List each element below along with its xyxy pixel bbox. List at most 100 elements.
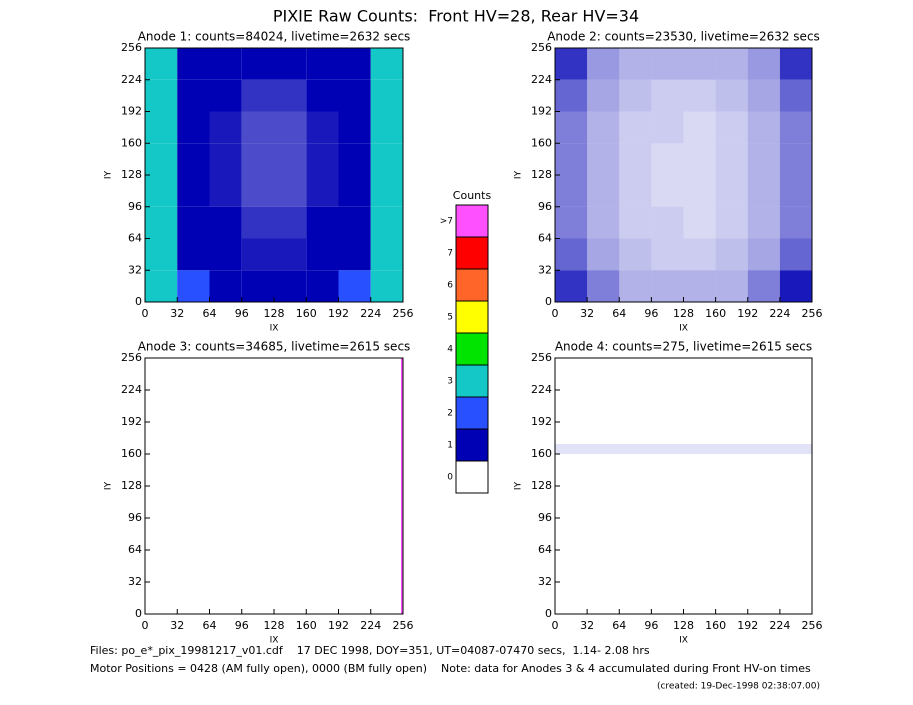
heatmap-cell [651, 79, 684, 112]
heatmap-cell [747, 206, 780, 239]
y-tick-label: 224 [121, 383, 142, 396]
heatmap-cell [555, 111, 588, 144]
x-tick-label: 160 [705, 619, 726, 632]
heatmap-cell [209, 175, 242, 207]
x-tick-label: 0 [552, 619, 559, 632]
panel-title: Anode 3: counts=34685, livetime=2615 sec… [138, 340, 411, 354]
y-tick-label: 32 [538, 575, 552, 588]
colorbar-label: 6 [447, 281, 453, 291]
heatmap-cell [779, 270, 812, 302]
heatmap-cell [683, 206, 716, 239]
heatmap-cell [241, 48, 274, 80]
heatmap-cell [177, 143, 210, 175]
heatmap-cell [555, 238, 588, 271]
heatmap-cell [274, 111, 307, 144]
y-tick-label: 64 [538, 232, 552, 245]
heatmap-cell [338, 143, 371, 175]
y-tick-label: 256 [531, 41, 552, 54]
x-tick-label: 128 [673, 307, 694, 320]
heatmap-cell [651, 48, 684, 80]
x-tick-label: 96 [644, 619, 658, 632]
x-tick-label: 32 [580, 307, 594, 320]
x-tick-label: 256 [802, 307, 823, 320]
heatmap-cell [747, 111, 780, 144]
x-tick-label: 192 [737, 307, 758, 320]
heatmap-cell [145, 175, 178, 207]
heatmap-cell [338, 206, 371, 239]
colorbar-box [455, 396, 489, 430]
heatmap-cell [619, 79, 652, 112]
y-tick-label: 32 [538, 263, 552, 276]
heatmap-cell [715, 238, 748, 271]
y-tick-label: 96 [538, 511, 552, 524]
colorbar-label: 4 [447, 345, 453, 355]
heatmap-cell [587, 238, 620, 271]
x-axis-label: IX [679, 636, 688, 646]
y-tick-label: 256 [531, 351, 552, 364]
y-tick-label: 64 [538, 543, 552, 556]
heatmap-cell [683, 79, 716, 112]
heatmap-cell [619, 270, 652, 302]
heatmap-cell [209, 111, 242, 144]
y-tick-label: 192 [531, 415, 552, 428]
heatmap-cell [587, 111, 620, 144]
heatmap-cell [747, 238, 780, 271]
heatmap-cell [370, 238, 403, 271]
heatmap-cell [619, 206, 652, 239]
colorbar-box [455, 428, 489, 462]
heatmap-cell [177, 175, 210, 207]
x-axis-label: IX [270, 636, 279, 646]
heatmap-cell [241, 79, 274, 112]
heatmap-cell [241, 111, 274, 144]
x-tick-label: 64 [612, 307, 626, 320]
heatmap-cell [145, 48, 178, 80]
heatmap-cell [209, 206, 242, 239]
x-tick-label: 0 [142, 307, 149, 320]
x-tick-label: 128 [673, 619, 694, 632]
y-tick-label: 96 [128, 511, 142, 524]
heatmap-cell [715, 270, 748, 302]
x-tick-label: 256 [393, 619, 414, 632]
heatmap-cell [555, 79, 588, 112]
heatmap-cell [555, 454, 812, 614]
heatmap-cell [209, 238, 242, 271]
x-tick-label: 0 [552, 307, 559, 320]
x-tick-label: 96 [235, 307, 249, 320]
heatmap-cell [306, 175, 339, 207]
y-tick-label: 96 [538, 200, 552, 213]
heatmap-cell [177, 111, 210, 144]
heatmap-cell [683, 111, 716, 144]
heatmap-cell [370, 175, 403, 207]
x-tick-label: 192 [328, 619, 349, 632]
y-tick-label: 256 [121, 351, 142, 364]
y-tick-label: 160 [531, 447, 552, 460]
y-axis-label: IY [104, 170, 114, 179]
heatmap-cell [779, 238, 812, 271]
heatmap-cell [145, 206, 178, 239]
heatmap-cell [338, 48, 371, 80]
heatmap-cell [587, 79, 620, 112]
heatmap-cell [779, 111, 812, 144]
heatmap-cell [145, 111, 178, 144]
heatmap-cell [747, 143, 780, 175]
x-tick-label: 256 [802, 619, 823, 632]
heatmap-cell [306, 111, 339, 144]
y-tick-label: 32 [128, 263, 142, 276]
y-tick-label: 128 [531, 168, 552, 181]
heatmap-cell [209, 79, 242, 112]
heatmap-cell [145, 238, 178, 271]
x-tick-label: 224 [360, 619, 381, 632]
colorbar-box [455, 332, 489, 366]
heatmap-cell [306, 270, 339, 302]
heatmap-cell [555, 175, 588, 207]
x-tick-label: 224 [360, 307, 381, 320]
heatmap-cell [587, 48, 620, 80]
heatmap-cell [619, 111, 652, 144]
colorbar-box [455, 204, 489, 238]
heatmap-cell [177, 238, 210, 271]
colorbar-box [455, 236, 489, 270]
heatmap-cell [651, 175, 684, 207]
heatmap-cell [400, 358, 403, 614]
x-tick-label: 64 [612, 619, 626, 632]
